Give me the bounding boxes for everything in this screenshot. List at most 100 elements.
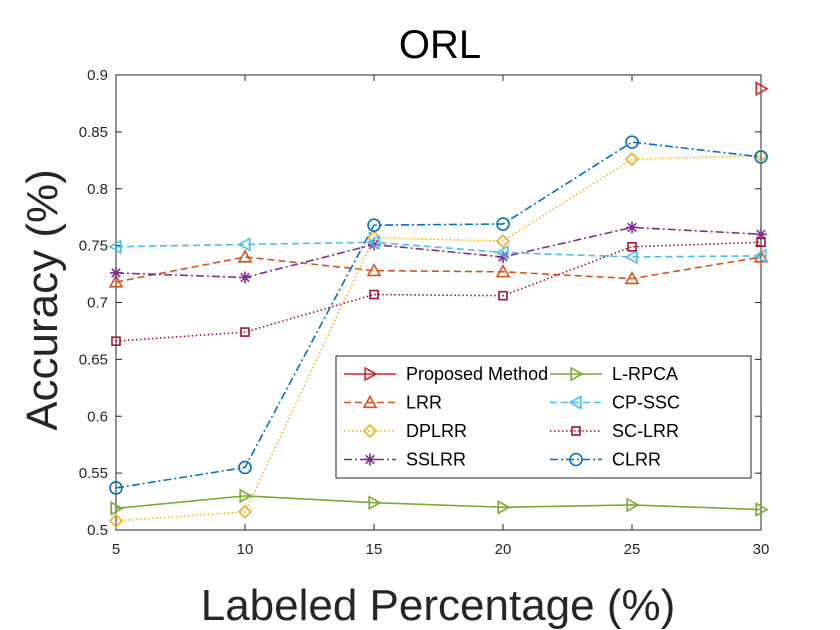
data-point bbox=[624, 270, 640, 285]
series-line bbox=[115, 241, 762, 258]
x-axis-title: Labeled Percentage (%) bbox=[201, 581, 676, 630]
data-point bbox=[108, 513, 124, 529]
x-tick-label: 20 bbox=[495, 541, 512, 558]
y-tick-label: 0.75 bbox=[79, 238, 108, 255]
legend-label: SSLRR bbox=[406, 450, 466, 470]
data-point bbox=[108, 239, 122, 255]
series-line bbox=[115, 154, 762, 522]
data-point bbox=[111, 336, 121, 346]
legend-item: L-RPCA bbox=[550, 364, 678, 384]
y-tick-label: 0.8 bbox=[87, 181, 108, 198]
data-point bbox=[239, 271, 251, 284]
data-point bbox=[753, 148, 769, 163]
data-point bbox=[109, 481, 123, 495]
legend-item: LRR bbox=[344, 393, 442, 413]
legend-item: Proposed Method bbox=[344, 364, 548, 384]
data-point bbox=[755, 502, 769, 517]
data-point bbox=[366, 263, 382, 277]
legend-marker bbox=[568, 395, 582, 410]
legend-label: DPLRR bbox=[406, 421, 467, 441]
legend-label: LRR bbox=[406, 393, 442, 413]
legend-item: DPLRR bbox=[344, 421, 467, 441]
data-point bbox=[366, 234, 380, 250]
x-axis: 5 10 15 20 25 30 bbox=[112, 75, 770, 558]
data-point bbox=[754, 150, 768, 164]
data-point bbox=[495, 233, 511, 249]
data-point bbox=[368, 495, 382, 511]
data-point bbox=[495, 245, 509, 260]
data-point bbox=[755, 228, 767, 241]
legend-label: CP-SSC bbox=[612, 393, 680, 413]
y-tick-label: 0.65 bbox=[79, 351, 108, 368]
legend-label: Proposed Method bbox=[406, 364, 548, 384]
x-tick-label: 25 bbox=[624, 541, 641, 558]
data-point bbox=[753, 248, 767, 264]
data-point bbox=[756, 237, 766, 248]
data-point bbox=[627, 241, 637, 252]
y-tick-label: 0.7 bbox=[87, 295, 108, 312]
x-tick-label: 15 bbox=[366, 541, 383, 558]
data-point bbox=[495, 264, 511, 278]
data-point bbox=[240, 327, 250, 337]
series-clrr bbox=[109, 135, 768, 495]
legend-item: CLRR bbox=[550, 450, 661, 470]
y-axis-title: Accuracy (%) bbox=[18, 169, 67, 431]
data-point bbox=[237, 237, 251, 252]
legend-marker bbox=[362, 394, 378, 409]
legend-label: CLRR bbox=[612, 450, 661, 470]
y-axis: 0.5 0.55 0.6 0.65 0.7 0.75 0.8 0.85 0.9 bbox=[79, 67, 761, 539]
data-point bbox=[498, 290, 508, 301]
series-cp-ssc bbox=[108, 234, 767, 265]
series-sslrr bbox=[110, 221, 767, 284]
legend-marker bbox=[364, 453, 376, 466]
legend-marker bbox=[570, 366, 584, 382]
series-line bbox=[115, 141, 762, 489]
data-point bbox=[110, 266, 122, 279]
legend-item: SC-LRR bbox=[550, 421, 679, 441]
series-layer bbox=[108, 81, 769, 529]
data-point bbox=[497, 499, 511, 515]
series-sc-lrr bbox=[111, 237, 766, 346]
data-point bbox=[108, 274, 124, 288]
legend-item: CP-SSC bbox=[550, 393, 680, 413]
x-tick-label: 5 bbox=[112, 541, 120, 558]
series-lrr bbox=[108, 249, 769, 288]
y-tick-label: 0.5 bbox=[87, 522, 108, 539]
legend-label: L-RPCA bbox=[612, 364, 678, 384]
chart-title: ORL bbox=[399, 23, 481, 67]
series-dplrr bbox=[108, 148, 769, 529]
data-point bbox=[624, 152, 640, 167]
x-tick-label: 10 bbox=[237, 541, 254, 558]
y-tick-label: 0.6 bbox=[87, 408, 108, 425]
legend-item: SSLRR bbox=[344, 450, 466, 470]
data-point bbox=[239, 488, 253, 504]
series-line bbox=[115, 226, 762, 279]
legend-label: SC-LRR bbox=[612, 421, 679, 441]
data-point bbox=[369, 289, 379, 300]
data-point bbox=[626, 221, 638, 234]
y-tick-label: 0.9 bbox=[87, 67, 108, 84]
legend-box bbox=[335, 355, 752, 479]
data-point bbox=[496, 217, 510, 231]
y-tick-label: 0.55 bbox=[79, 465, 108, 482]
data-point bbox=[368, 238, 380, 251]
data-point bbox=[110, 501, 124, 516]
data-point bbox=[625, 135, 639, 149]
data-point bbox=[755, 81, 769, 97]
data-point bbox=[497, 251, 509, 263]
data-point bbox=[237, 504, 253, 519]
legend-marker bbox=[362, 423, 378, 439]
series-l-rpca bbox=[110, 488, 769, 517]
data-point bbox=[367, 218, 381, 232]
legend: Proposed Method LRR DPLRR SSLRR L-RPCA CP-SSC… bbox=[335, 355, 752, 479]
series-proposed-method bbox=[755, 81, 769, 97]
data-point bbox=[237, 249, 253, 263]
data-point bbox=[238, 460, 252, 475]
data-point bbox=[624, 249, 638, 265]
legend-marker bbox=[571, 426, 581, 436]
series-line bbox=[115, 256, 762, 283]
legend-marker bbox=[364, 366, 378, 382]
x-tick-label: 30 bbox=[753, 541, 770, 558]
series-line bbox=[115, 241, 762, 342]
